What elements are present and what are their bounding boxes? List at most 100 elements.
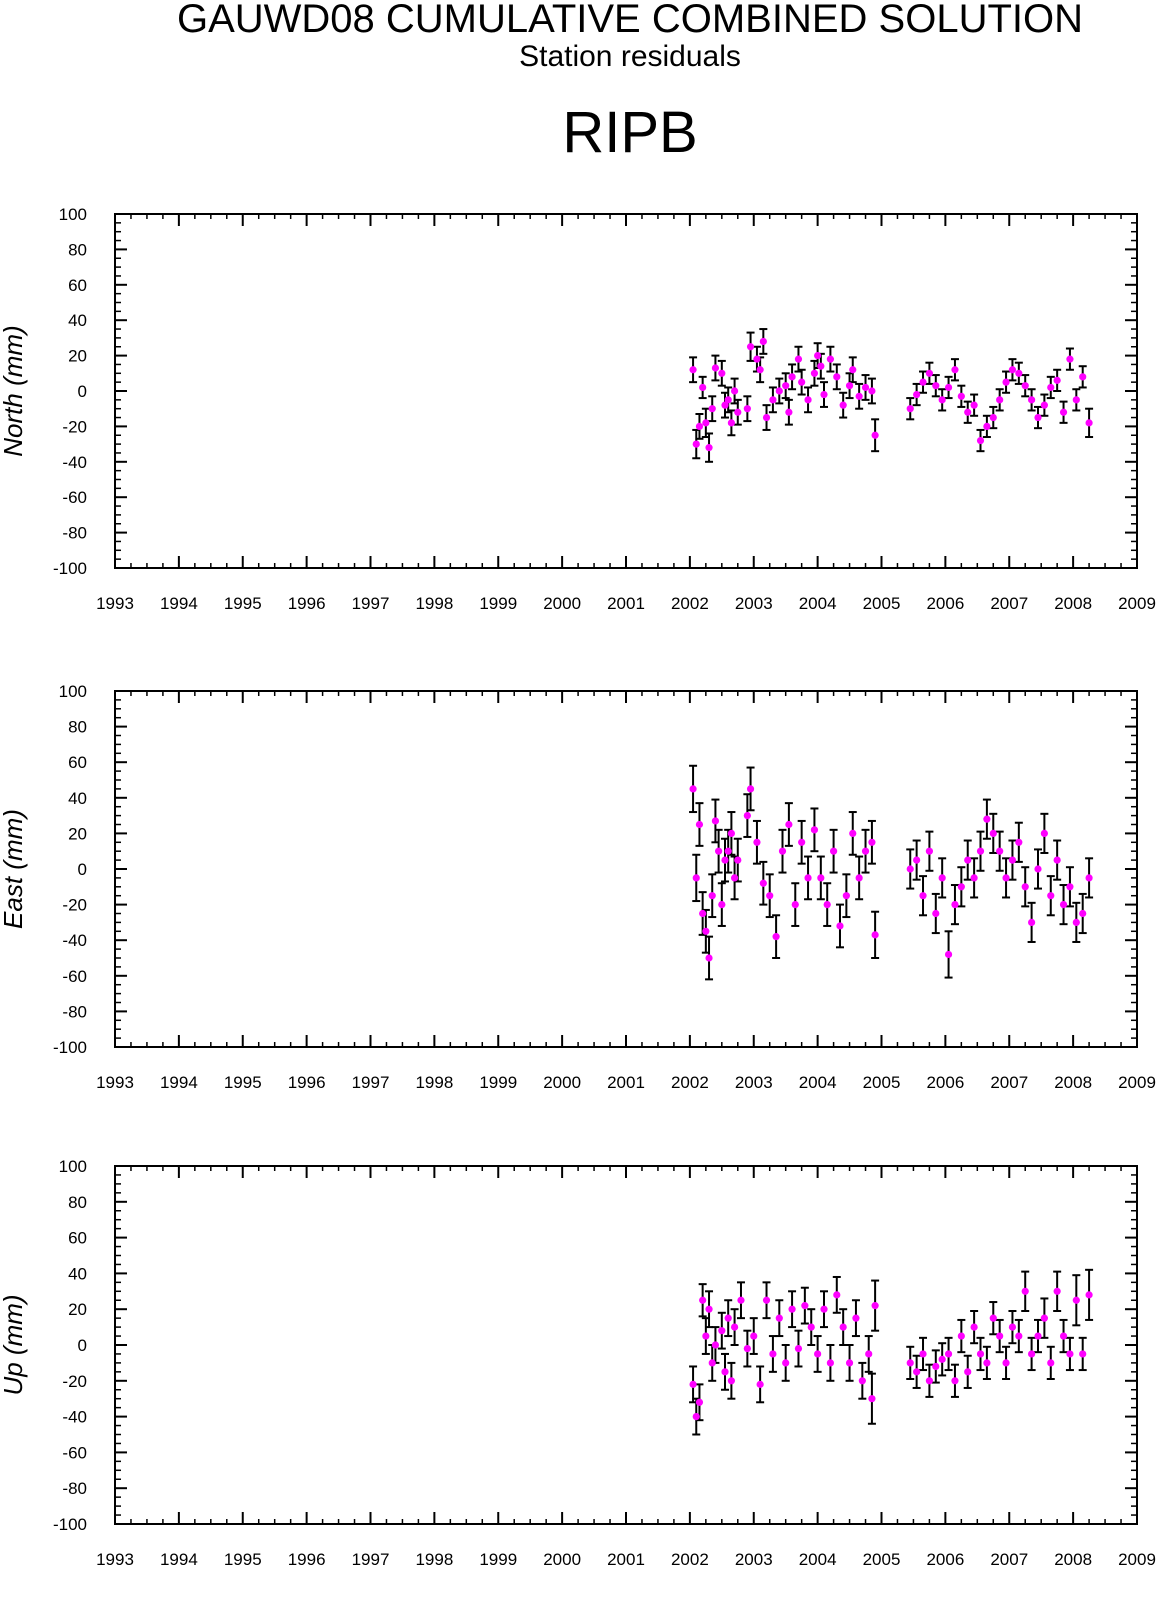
east-data-point [724,847,732,855]
up-data-point [976,1350,985,1358]
up-data-point [1028,1350,1036,1358]
north-data-point [1015,369,1023,377]
up-data-point [721,1368,729,1376]
east-data-point [823,901,831,909]
north-data-point [798,378,806,386]
chart-title: GAUWD08 CUMULATIVE COMBINED SOLUTION [176,0,1084,41]
north-data-point [814,352,822,360]
east-y-tick-label: 60 [68,753,87,772]
north-data-point [762,413,771,422]
up-data-point [951,1377,959,1385]
up-x-tick-label: 2000 [543,1550,581,1569]
east-x-tick-label: 2007 [990,1073,1028,1092]
up-axis-title: Up (mm) [0,1294,28,1395]
north-data-point [724,396,732,404]
up-data-point [925,1377,934,1385]
north-data-point [718,369,726,377]
up-y-tick-label: 40 [68,1264,87,1283]
north-y-tick-label: 60 [68,276,87,295]
north-data-point [944,383,953,392]
up-data-point [807,1323,815,1331]
up-data-point [944,1350,953,1358]
east-data-point [868,838,876,846]
north-x-tick-label: 1994 [160,594,198,613]
up-data-point [845,1359,854,1367]
up-data-point [711,1341,720,1349]
up-data-point [989,1314,997,1322]
north-data-point [817,362,825,370]
east-data-point [964,856,972,864]
north-data-point [702,419,710,427]
up-data-point [839,1323,847,1331]
north-data-point [727,419,735,427]
east-data-point [913,856,921,864]
up-data-point [708,1359,716,1367]
east-data-point [871,931,879,939]
north-x-tick-label: 1999 [479,594,517,613]
north-data-point [711,364,720,372]
up-data-point [724,1314,732,1322]
north-x-tick-label: 2003 [735,594,773,613]
north-data-point [689,366,697,374]
up-x-tick-label: 2006 [926,1550,964,1569]
up-data-point [769,1350,777,1358]
east-x-tick-label: 2002 [671,1073,709,1092]
east-data-point [785,820,793,829]
up-data-point [1053,1287,1061,1295]
east-x-tick-label: 1999 [479,1073,517,1092]
east-data-point [1059,901,1068,909]
up-data-point [852,1314,860,1322]
east-x-tick-label: 1996 [288,1073,326,1092]
up-data-point [737,1296,745,1304]
east-data-point [743,812,751,820]
up-data-point [794,1344,803,1353]
east-data-point [944,950,953,959]
east-data-point [1015,838,1023,846]
east-data-point [1072,918,1080,927]
north-data-point [996,396,1004,404]
up-data-point [727,1377,735,1385]
north-data-point [743,405,751,413]
north-y-tick-label: -100 [53,559,87,578]
north-data-point [976,436,985,445]
north-data-point [845,382,854,390]
east-data-point [715,847,723,855]
east-x-tick-label: 2001 [607,1073,645,1092]
east-y-tick-label: 80 [68,718,87,737]
east-data-point [957,883,965,891]
up-data-point [699,1296,707,1304]
east-data-point [759,879,767,887]
east-data-point [906,865,914,873]
north-data-point [1066,355,1074,363]
east-data-point [1028,918,1036,927]
north-data-point [855,392,863,400]
east-data-point [721,856,729,864]
north-data-point [919,378,927,386]
east-data-point [1085,874,1093,882]
east-x-tick-label: 2009 [1118,1073,1156,1092]
east-data-point [989,829,997,838]
up-data-point [775,1314,783,1322]
up-data-point [705,1305,713,1313]
north-data-point [964,408,972,416]
up-data-point [957,1332,965,1340]
north-data-point [833,373,841,381]
chart-subtitle: Station residuals [519,40,741,73]
east-y-tick-label: 20 [68,824,87,843]
north-data-point [794,355,803,363]
up-x-tick-label: 1999 [479,1550,517,1569]
up-y-tick-label: -60 [62,1443,87,1462]
east-y-tick-label: -60 [62,967,87,986]
north-data-point [775,387,783,395]
north-data-point [868,387,876,395]
north-data-point [730,387,739,395]
up-y-tick-label: 100 [59,1157,87,1176]
up-data-point [1015,1332,1023,1340]
east-data-point [705,954,713,962]
east-x-tick-label: 2003 [735,1073,773,1092]
north-data-point [1059,408,1068,416]
east-data-point [810,826,819,834]
up-y-tick-label: -100 [53,1515,87,1534]
north-data-point [746,343,755,351]
up-data-point [801,1302,809,1310]
